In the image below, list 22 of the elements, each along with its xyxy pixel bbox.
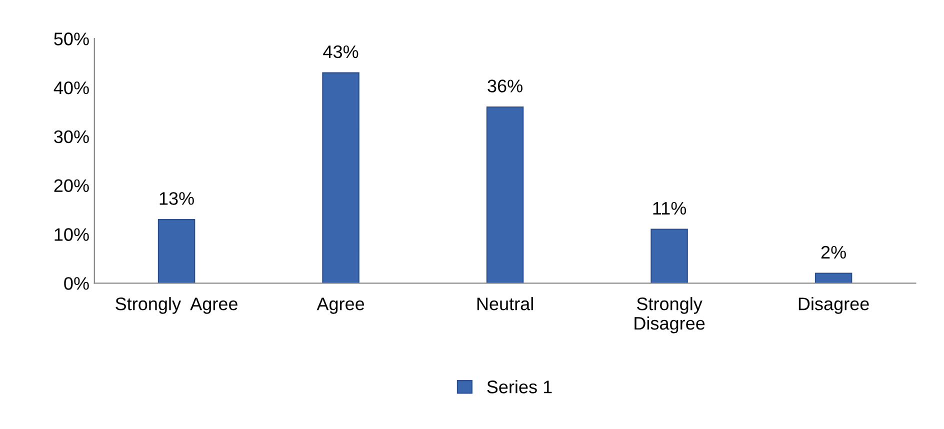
bar [322, 72, 360, 284]
x-tick-label: Disagree [798, 297, 869, 314]
y-tick-label: 10% [54, 228, 89, 241]
y-tick-label: 40% [54, 81, 89, 94]
x-tick-label: Strongly Agree [116, 297, 238, 314]
y-tick-label: 0% [64, 277, 89, 290]
y-tick-label: 50% [54, 32, 89, 46]
bar [158, 219, 196, 284]
data-label: 13% [160, 192, 194, 205]
y-tick-label: 20% [54, 179, 89, 192]
data-label: 2% [821, 246, 846, 259]
data-label: 43% [323, 45, 358, 58]
bar [486, 106, 524, 284]
x-tick-label: Strongly Disagree [634, 297, 705, 334]
data-label: 36% [488, 80, 522, 92]
x-tick-label: Neutral [477, 297, 533, 310]
x-tick-label: Agree [316, 298, 364, 314]
bar [650, 228, 688, 284]
data-label: 11% [653, 202, 686, 215]
legend-label: Series 1 [487, 380, 552, 394]
y-tick-label: 30% [54, 130, 89, 144]
bar [814, 272, 852, 284]
